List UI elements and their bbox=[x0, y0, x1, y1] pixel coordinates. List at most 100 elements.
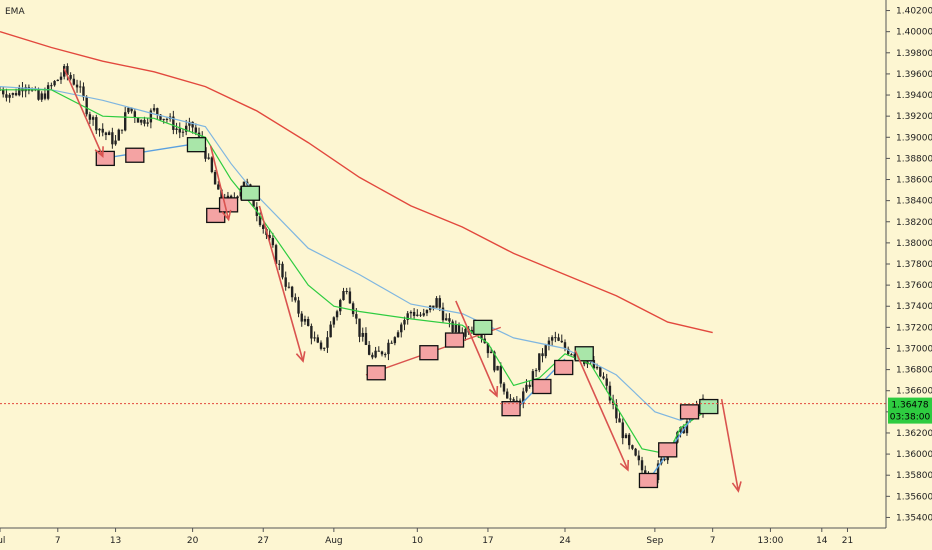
candle-body bbox=[319, 342, 323, 349]
x-tick-label: 17 bbox=[482, 536, 493, 546]
candle-body bbox=[416, 314, 419, 316]
candle-body bbox=[156, 108, 159, 115]
candle-body bbox=[306, 318, 310, 326]
candle-body bbox=[79, 86, 82, 88]
candle-body bbox=[107, 132, 111, 136]
x-tick-label: 24 bbox=[559, 536, 571, 546]
candle-body bbox=[101, 128, 104, 133]
candle-body bbox=[162, 118, 165, 120]
candle-body bbox=[371, 354, 374, 358]
y-axis-ticks[interactable]: 1.40200 1.40000 1.39800 1.39600 1.39400 1.392… bbox=[886, 7, 932, 524]
arrow-head bbox=[488, 385, 499, 398]
candle-body bbox=[544, 345, 547, 357]
y-tick-label: 1.36800 bbox=[896, 366, 932, 376]
candle-body bbox=[133, 111, 137, 118]
y-tick-label: 1.37800 bbox=[896, 260, 932, 270]
signal-box-red bbox=[419, 345, 439, 361]
candle-body bbox=[98, 128, 101, 131]
candle-body bbox=[91, 117, 95, 120]
y-tick-label: 1.39400 bbox=[896, 91, 932, 101]
candle-body bbox=[512, 399, 515, 401]
y-tick-label: 1.39200 bbox=[896, 112, 932, 122]
signal-box-red bbox=[366, 365, 386, 381]
signal-box-red bbox=[501, 401, 521, 417]
candle-body bbox=[380, 351, 384, 355]
candle-body bbox=[268, 235, 271, 238]
candle-body bbox=[621, 422, 624, 439]
candle-body bbox=[149, 110, 153, 123]
candle-body bbox=[627, 434, 631, 446]
y-tick-label: 1.38000 bbox=[896, 239, 932, 249]
candle-body bbox=[229, 195, 233, 199]
candle-body bbox=[547, 340, 551, 346]
candle-body bbox=[85, 97, 88, 115]
candle-body bbox=[422, 313, 425, 316]
candle-body bbox=[528, 384, 531, 387]
signal-box-red bbox=[444, 332, 465, 348]
candle-body bbox=[425, 309, 429, 314]
candle-body bbox=[194, 127, 198, 133]
ema-fast-line bbox=[0, 89, 714, 455]
candle-body bbox=[563, 342, 567, 349]
candle-body bbox=[88, 114, 92, 120]
candle-body bbox=[59, 76, 63, 80]
candle-body bbox=[339, 300, 342, 312]
candle-body bbox=[104, 132, 108, 136]
candle-body bbox=[18, 87, 21, 96]
arrow-shaft bbox=[63, 68, 104, 157]
candle-body bbox=[608, 385, 612, 401]
ema-mid-line bbox=[0, 86, 713, 421]
candle-body bbox=[175, 128, 178, 130]
candle-body bbox=[284, 277, 287, 287]
candle-body bbox=[303, 318, 307, 322]
candle-body bbox=[348, 291, 352, 304]
y-tick-label: 1.40000 bbox=[896, 28, 932, 38]
candle-body bbox=[56, 79, 59, 81]
candle-body bbox=[46, 85, 50, 99]
bar-countdown: 03:38:00 bbox=[890, 413, 931, 423]
indicator-legend[interactable]: EMA bbox=[5, 7, 25, 17]
candle-body bbox=[95, 117, 98, 131]
candle-body bbox=[663, 458, 666, 461]
x-axis-ticks[interactable]: Jul 7 13 20 27 Aug 10 17 24 Sep 7 13:00 14 21 bbox=[0, 528, 853, 546]
candle-body bbox=[281, 263, 284, 278]
candle-body bbox=[332, 317, 336, 325]
candle-body bbox=[11, 93, 15, 95]
candle-body bbox=[123, 112, 127, 131]
candle-body bbox=[502, 383, 506, 392]
candle-body bbox=[393, 337, 397, 344]
candle-body bbox=[525, 384, 528, 392]
signal-box-green bbox=[574, 346, 594, 362]
candle-body bbox=[637, 455, 641, 461]
candle-body bbox=[117, 129, 120, 141]
candle-body bbox=[313, 337, 316, 339]
candle-body bbox=[310, 325, 313, 339]
x-tick-label: Aug bbox=[325, 536, 343, 546]
candle-body bbox=[290, 286, 294, 298]
candle-body bbox=[5, 94, 8, 98]
candle-body bbox=[534, 370, 538, 372]
candle-body bbox=[361, 332, 364, 337]
candle-body bbox=[384, 354, 387, 356]
candle-body bbox=[602, 376, 605, 379]
candle-body bbox=[220, 189, 223, 199]
y-tick-label: 1.36200 bbox=[896, 429, 932, 439]
y-tick-label: 1.35400 bbox=[896, 513, 932, 523]
candle-body bbox=[66, 66, 69, 76]
signal-box-green bbox=[699, 398, 719, 415]
candle-body bbox=[451, 321, 454, 333]
candle-body bbox=[390, 342, 393, 344]
candle-body bbox=[172, 116, 175, 130]
candle-body bbox=[53, 80, 56, 86]
y-tick-label: 1.39600 bbox=[896, 70, 932, 80]
candle-body bbox=[489, 351, 493, 354]
ema-slow-line bbox=[0, 31, 713, 334]
candle-body bbox=[499, 365, 502, 384]
signal-box-red bbox=[532, 378, 552, 395]
candle-body bbox=[570, 354, 573, 356]
candle-body bbox=[274, 245, 278, 264]
candle-body bbox=[326, 337, 329, 348]
arrow-head bbox=[221, 209, 232, 222]
candle-body bbox=[403, 319, 406, 325]
